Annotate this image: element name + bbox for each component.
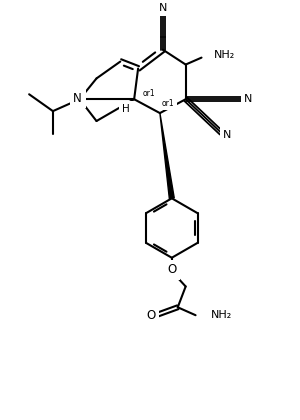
Text: N: N: [244, 94, 252, 104]
Polygon shape: [160, 113, 174, 199]
Text: N: N: [159, 3, 167, 13]
Text: N: N: [73, 92, 82, 105]
Text: N: N: [223, 130, 232, 140]
Text: H: H: [122, 104, 130, 114]
Text: O: O: [146, 309, 156, 322]
Text: or1: or1: [143, 89, 156, 98]
Text: NH₂: NH₂: [210, 310, 232, 320]
Text: O: O: [167, 263, 176, 276]
Text: or1: or1: [162, 99, 175, 108]
Text: NH₂: NH₂: [213, 50, 235, 60]
